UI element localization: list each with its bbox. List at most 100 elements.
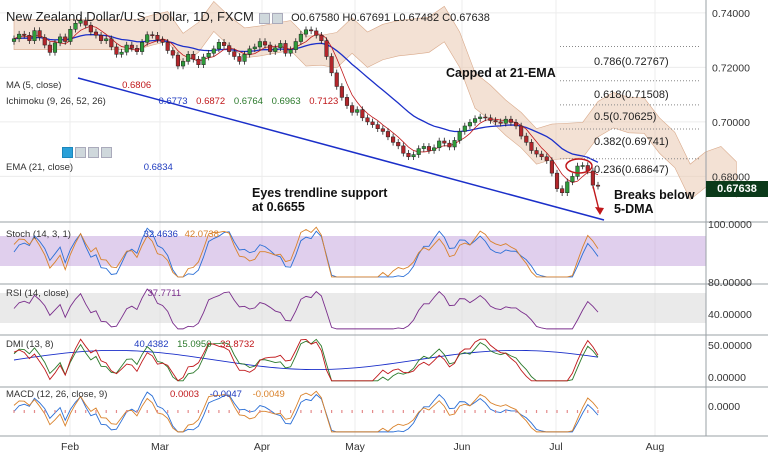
candle-body bbox=[503, 118, 508, 124]
fib-label-0786: 0.786(0.72767) bbox=[594, 56, 669, 68]
macd-histogram-bar bbox=[351, 410, 353, 413]
candle-body bbox=[134, 48, 139, 52]
macd-histogram-bar bbox=[443, 410, 445, 413]
legend-macd[interactable]: MACD (12, 26, close, 9) 0.0003 -0.0047 -… bbox=[6, 389, 285, 401]
candle-body bbox=[73, 23, 78, 30]
legend-rsi[interactable]: RSI (14, close) 37.7711 bbox=[6, 288, 181, 300]
candle-body bbox=[549, 160, 554, 174]
candle-body bbox=[309, 29, 314, 32]
legend-ichimoku[interactable]: Ichimoku (9, 26, 52, 26) 0.6773 0.6872 0… bbox=[6, 96, 338, 108]
candle-body bbox=[257, 41, 262, 48]
annotation-breaks: Breaks below 5-DMA bbox=[614, 188, 695, 216]
macd-histogram-bar bbox=[474, 410, 476, 413]
candle-body bbox=[242, 54, 247, 62]
candle-body bbox=[93, 31, 99, 36]
legend-macd-v1: 0.0003 bbox=[170, 389, 200, 400]
candle-body bbox=[165, 42, 170, 51]
macd-histogram-bar bbox=[300, 410, 302, 413]
candle-body bbox=[221, 42, 227, 46]
annotation-marks bbox=[565, 158, 604, 215]
candle-body bbox=[560, 188, 565, 194]
panel-tick-label: 50.00000 bbox=[708, 340, 752, 352]
x-tick-label: Jun bbox=[454, 441, 471, 453]
macd-histogram-bar bbox=[74, 410, 77, 413]
add-icon[interactable] bbox=[88, 147, 99, 158]
candle-body bbox=[63, 36, 68, 42]
macd-histogram-bar bbox=[382, 410, 384, 413]
settings-icon[interactable] bbox=[272, 12, 284, 24]
legend-dmi[interactable]: DMI (13, 8) 40.4382 15.0950 32.8732 bbox=[6, 339, 254, 351]
x-tick-label: May bbox=[345, 441, 366, 453]
macd-histogram-bar bbox=[515, 410, 517, 413]
y-tick-label: 0.74000 bbox=[712, 8, 750, 20]
macd-histogram-bar bbox=[494, 410, 497, 413]
eye-icon[interactable] bbox=[259, 12, 271, 24]
candle-body bbox=[155, 34, 160, 40]
macd-histogram-bar bbox=[146, 410, 148, 413]
macd-histogram-bar bbox=[310, 410, 312, 413]
candle-body bbox=[375, 124, 380, 129]
candle-body bbox=[273, 47, 278, 52]
candle-body bbox=[457, 131, 462, 141]
macd-histogram-bar bbox=[238, 410, 241, 413]
macd-histogram-bar bbox=[228, 410, 230, 413]
candle-body bbox=[298, 33, 303, 42]
candle-body bbox=[391, 136, 396, 143]
indicator-panels bbox=[0, 221, 768, 433]
candle-body bbox=[488, 117, 493, 121]
panel-band bbox=[0, 236, 706, 266]
legend-icons bbox=[60, 147, 112, 159]
candle-body bbox=[473, 118, 478, 123]
candle-body bbox=[160, 39, 165, 43]
symbol-title: New Zealand Dollar/U.S. Dollar, 1D, FXCM bbox=[6, 9, 254, 24]
eye-icon[interactable] bbox=[62, 147, 73, 158]
candle-body bbox=[283, 43, 288, 54]
candle-body bbox=[401, 145, 406, 154]
fib-label-0618: 0.618(0.71508) bbox=[594, 89, 669, 101]
legend-ma[interactable]: MA (5, close) 0.6806 bbox=[6, 80, 151, 92]
candle-body bbox=[529, 142, 534, 151]
candle-body bbox=[175, 54, 180, 67]
legend-dmi-v3: 32.8732 bbox=[220, 339, 255, 350]
candle-body bbox=[42, 37, 47, 46]
legend-ichimoku-v5: 0.7123 bbox=[309, 96, 339, 107]
candle-body bbox=[344, 97, 350, 106]
macd-histogram-bar bbox=[341, 410, 343, 413]
candle-body bbox=[355, 109, 360, 113]
y-tick-label: 0.68000 bbox=[712, 171, 750, 183]
candle-body bbox=[22, 33, 27, 36]
candle-body bbox=[88, 24, 93, 33]
candle-body bbox=[119, 51, 124, 55]
panel-tick-label: 40.00000 bbox=[708, 309, 752, 321]
macd-histogram-bar bbox=[576, 410, 579, 413]
candle-body bbox=[519, 125, 524, 137]
candle-body bbox=[314, 30, 319, 36]
candle-body bbox=[288, 49, 293, 54]
legend-ema[interactable]: EMA (21, close) 0.6834 bbox=[6, 162, 173, 174]
macd-histogram-bar bbox=[484, 410, 486, 413]
candle-body bbox=[483, 116, 488, 119]
panel-tick-label: 100.0000 bbox=[708, 219, 752, 231]
legend-stoch[interactable]: Stoch (14, 3, 1) 32.4636 42.0738 bbox=[6, 229, 219, 241]
candle-body bbox=[595, 184, 601, 187]
candle-body bbox=[129, 44, 134, 49]
indicator-line bbox=[13, 338, 599, 382]
legend-ichimoku-v1: 0.6773 bbox=[158, 96, 188, 107]
macd-histogram-bar bbox=[167, 410, 169, 413]
candle-body bbox=[252, 46, 257, 50]
indicator-line bbox=[13, 349, 599, 371]
fibonacci-levels bbox=[560, 45, 700, 160]
highlight-circle bbox=[565, 158, 593, 174]
candle-body bbox=[278, 43, 283, 49]
annotation-capped: Capped at 21-EMA bbox=[446, 66, 556, 80]
legend-ichimoku-v3: 0.6764 bbox=[233, 96, 263, 107]
close-icon[interactable] bbox=[101, 147, 112, 158]
settings-icon[interactable] bbox=[75, 147, 86, 158]
macd-histogram-bar bbox=[412, 410, 415, 413]
macd-histogram-bar bbox=[54, 410, 56, 413]
candle-body bbox=[68, 29, 73, 42]
candle-body bbox=[442, 140, 447, 144]
macd-histogram-bar bbox=[197, 410, 200, 413]
macd-histogram-bar bbox=[136, 410, 138, 413]
